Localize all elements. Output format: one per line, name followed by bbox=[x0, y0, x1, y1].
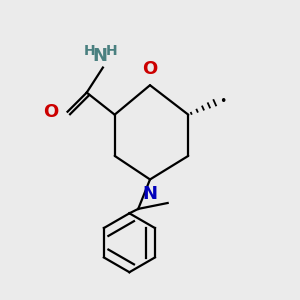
Text: O: O bbox=[142, 60, 158, 78]
Text: N: N bbox=[142, 185, 158, 203]
Text: H: H bbox=[106, 44, 118, 58]
Text: N: N bbox=[92, 46, 107, 64]
Text: •: • bbox=[219, 95, 226, 108]
Text: O: O bbox=[44, 103, 59, 121]
Text: H: H bbox=[84, 44, 95, 58]
